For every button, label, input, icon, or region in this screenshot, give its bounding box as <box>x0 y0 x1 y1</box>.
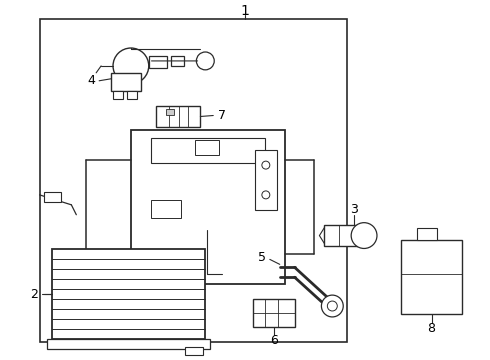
Circle shape <box>262 191 270 199</box>
Bar <box>44 192 61 202</box>
Bar <box>185 347 203 355</box>
Bar <box>127 91 137 99</box>
Bar <box>131 130 285 284</box>
Bar <box>156 105 200 127</box>
Text: 6: 6 <box>270 334 278 347</box>
Text: 4: 4 <box>87 74 95 87</box>
Bar <box>151 138 265 163</box>
Text: 7: 7 <box>218 109 226 122</box>
Circle shape <box>321 295 343 317</box>
Circle shape <box>262 161 270 169</box>
Text: 1: 1 <box>241 4 249 18</box>
Bar <box>47 339 210 349</box>
Circle shape <box>327 301 337 311</box>
Bar <box>416 228 437 239</box>
Bar <box>175 264 181 278</box>
Bar <box>166 109 173 114</box>
Circle shape <box>196 52 214 70</box>
Bar <box>324 225 364 247</box>
Bar <box>149 56 167 68</box>
Circle shape <box>113 48 149 84</box>
Text: 2: 2 <box>30 288 38 301</box>
Bar <box>51 249 205 339</box>
Text: 3: 3 <box>350 203 358 216</box>
Bar <box>253 299 294 327</box>
Text: 5: 5 <box>258 251 266 264</box>
Bar <box>196 140 219 155</box>
Bar <box>151 200 180 218</box>
Circle shape <box>351 223 377 248</box>
Bar <box>171 56 184 66</box>
Bar <box>111 73 141 91</box>
Bar <box>255 150 277 210</box>
Bar <box>40 19 347 342</box>
Bar <box>401 239 462 314</box>
Bar <box>113 91 123 99</box>
Text: 8: 8 <box>428 322 436 336</box>
